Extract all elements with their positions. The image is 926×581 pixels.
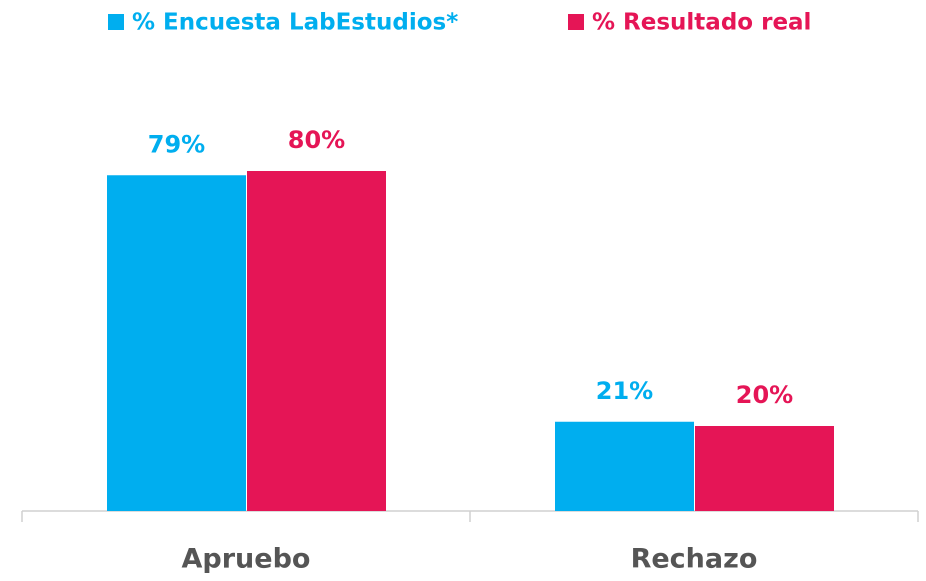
legend-label: % Encuesta LabEstudios* xyxy=(132,10,458,36)
value-label: 80% xyxy=(288,126,345,154)
legend-swatch xyxy=(108,14,124,30)
bar xyxy=(555,421,694,511)
bar xyxy=(107,175,246,511)
bar xyxy=(247,171,386,511)
x-tick-label: Rechazo xyxy=(631,544,758,575)
value-label: 21% xyxy=(596,377,653,405)
value-label: 20% xyxy=(736,381,793,409)
legend-swatch xyxy=(568,14,584,30)
axis xyxy=(21,510,919,522)
legend-label: % Resultado real xyxy=(592,10,811,36)
value-label: 79% xyxy=(148,130,205,158)
bar xyxy=(695,426,834,511)
x-tick-label: Apruebo xyxy=(182,544,311,575)
